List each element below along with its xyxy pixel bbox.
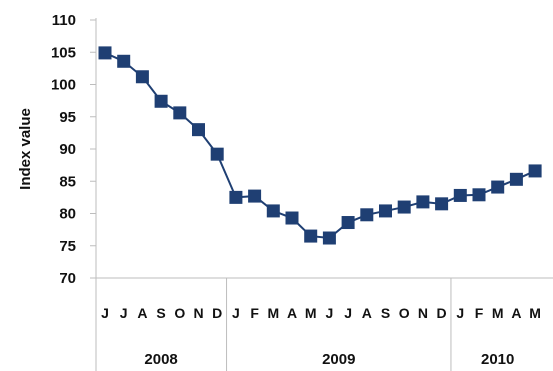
x-tick-label: A (511, 305, 521, 321)
data-point (360, 208, 374, 222)
data-point (341, 216, 355, 230)
data-point (416, 195, 430, 209)
data-point (154, 94, 168, 108)
x-tick-label: O (174, 305, 185, 321)
data-series (98, 46, 542, 245)
x-tick-label: J (101, 305, 109, 321)
x-tick-label: D (212, 305, 222, 321)
x-tick-label: A (137, 305, 147, 321)
x-tick-label: J (326, 305, 334, 321)
year-label: 2010 (481, 351, 514, 368)
year-label: 2009 (322, 351, 355, 368)
x-tick-label: O (399, 305, 410, 321)
y-tick-label: 85 (59, 173, 76, 190)
y-tick-label: 110 (52, 12, 76, 29)
data-point (248, 189, 262, 203)
x-tick-label: M (305, 305, 317, 321)
data-point (472, 188, 486, 202)
data-point (117, 54, 131, 68)
x-tick-label: J (344, 305, 352, 321)
data-point (285, 211, 299, 225)
data-point (229, 190, 243, 204)
x-tick-label: A (287, 305, 297, 321)
x-tick-label: J (456, 305, 464, 321)
x-tick-label: J (232, 305, 240, 321)
data-point (453, 188, 467, 202)
data-point (397, 200, 411, 214)
data-point (528, 164, 542, 178)
data-point (210, 147, 224, 161)
chart-axes (90, 18, 553, 371)
data-point (98, 46, 112, 60)
y-tick-label: 75 (59, 238, 76, 255)
x-tick-label: N (418, 305, 428, 321)
data-point (135, 70, 149, 84)
data-point (322, 231, 336, 245)
data-point (266, 204, 280, 218)
x-tick-label: M (267, 305, 279, 321)
x-tick-label: A (362, 305, 372, 321)
year-labels: 2008 2009 2010 (144, 278, 514, 371)
y-tick-label: 100 (51, 77, 76, 94)
data-point (304, 229, 318, 243)
x-tick-label: M (529, 305, 541, 321)
data-point (491, 180, 505, 194)
data-point (192, 123, 205, 137)
series-line (104, 51, 536, 240)
data-point (509, 172, 523, 186)
year-label: 2008 (144, 351, 177, 368)
y-tick-label: 105 (51, 44, 76, 61)
x-tick-label: S (381, 305, 390, 321)
x-tick-label: F (250, 305, 259, 321)
data-point (435, 197, 449, 211)
x-tick-label: D (437, 305, 447, 321)
y-tick-labels: 70 75 80 85 90 95 100 105 110 (51, 12, 76, 287)
y-tick-label: 70 (59, 270, 76, 287)
data-point (173, 106, 187, 120)
y-tick-label: 80 (59, 206, 76, 223)
x-tick-label: F (475, 305, 484, 321)
y-axis-label: Index value (17, 108, 34, 190)
y-tick-label: 95 (59, 109, 76, 126)
x-tick-label: M (492, 305, 504, 321)
y-tick-label: 90 (59, 141, 76, 158)
x-tick-label: N (193, 305, 203, 321)
x-tick-label: S (156, 305, 165, 321)
data-point (379, 204, 392, 218)
x-tick-label: J (120, 305, 128, 321)
